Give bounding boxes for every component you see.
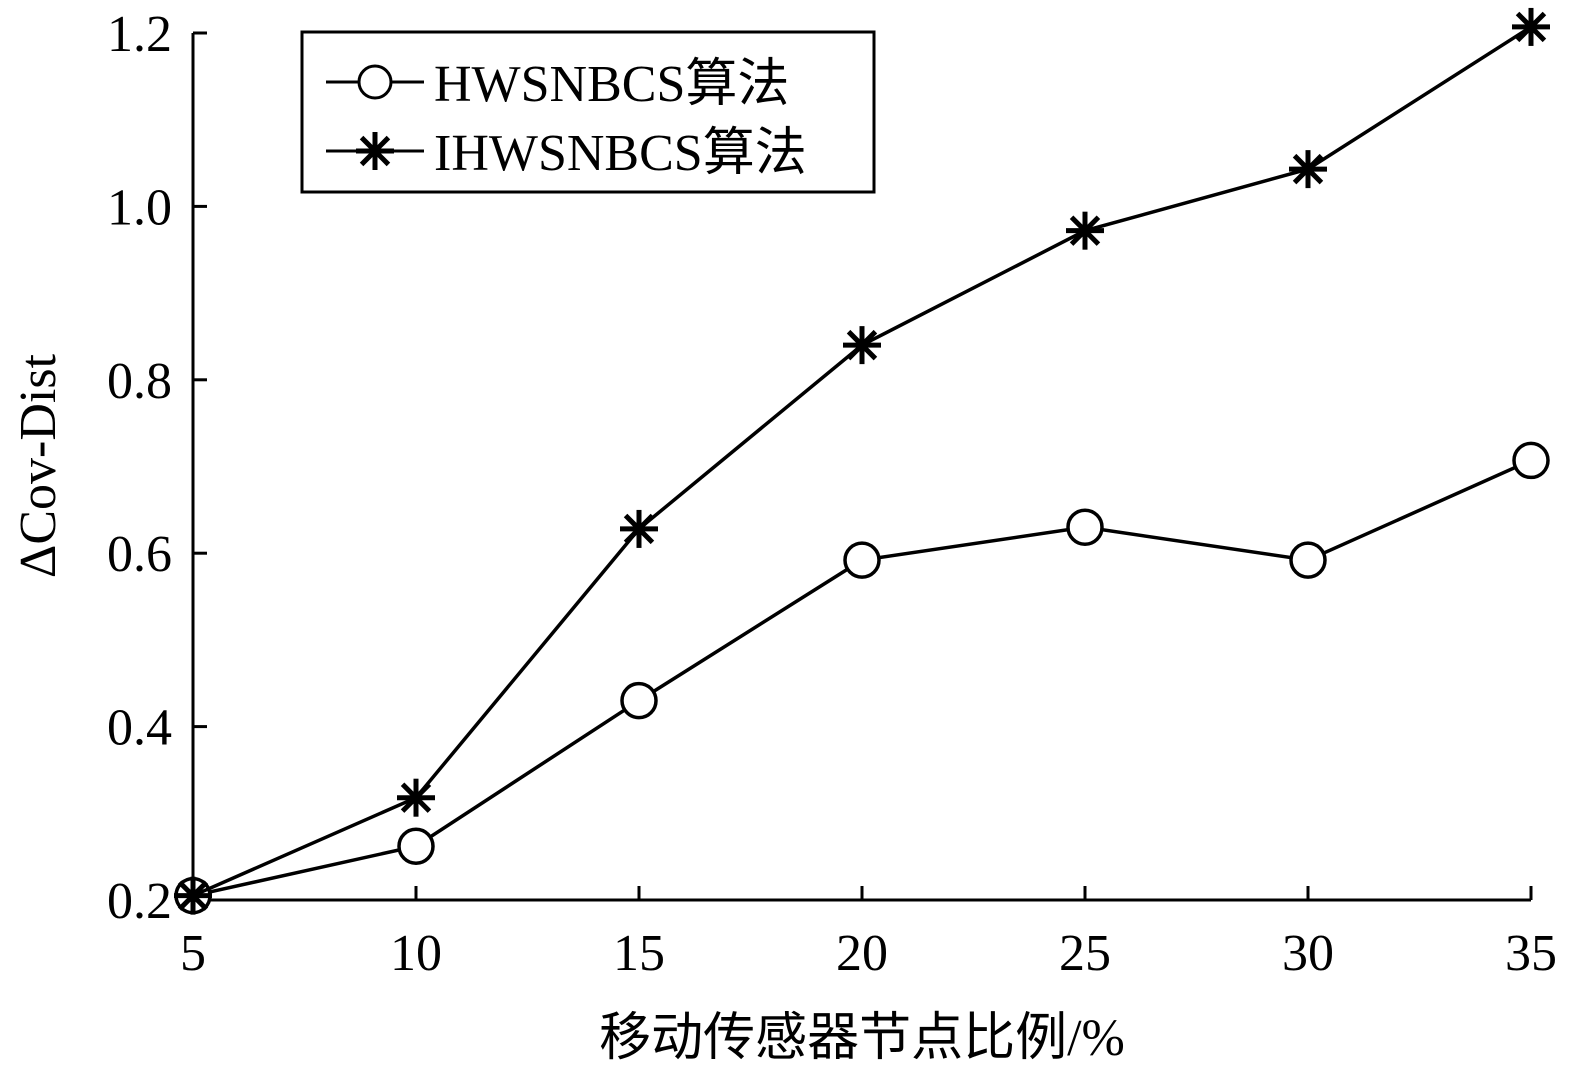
x-tick-label: 15 bbox=[613, 925, 665, 982]
data-point-circle bbox=[1512, 441, 1550, 480]
data-point-asterisk bbox=[620, 509, 658, 548]
x-tick-label: 20 bbox=[836, 925, 888, 982]
y-tick-label: 1.2 bbox=[107, 6, 172, 63]
legend-label: HWSNBCS算法 bbox=[434, 56, 789, 113]
data-point-asterisk bbox=[1512, 7, 1550, 46]
legend-label: IHWSNBCS算法 bbox=[434, 125, 807, 182]
y-tick-label: 0.2 bbox=[107, 873, 172, 930]
series-1 bbox=[174, 441, 1550, 915]
x-tick-label: 10 bbox=[390, 925, 442, 982]
axes: 0.2 0.4 0.6 0.8 1.0 1.2 5 10 15 20 25 30 35 bbox=[107, 6, 1557, 982]
data-point-circle bbox=[1289, 541, 1327, 579]
series-line bbox=[192, 458, 1532, 898]
y-tick-label: 0.8 bbox=[107, 353, 172, 410]
x-tick-label: 25 bbox=[1059, 925, 1111, 982]
data-point-circle bbox=[1066, 508, 1104, 546]
x-tick-label: 5 bbox=[180, 925, 206, 982]
legend-entry-ihwsnbcs: IHWSNBCS算法 bbox=[326, 125, 807, 182]
x-ticks: 5 10 15 20 25 30 35 bbox=[180, 886, 1557, 982]
x-tick-label: 35 bbox=[1505, 925, 1557, 982]
y-axis-label: ΔCov-Dist bbox=[10, 353, 67, 578]
data-point-asterisk bbox=[174, 876, 212, 915]
legend-box bbox=[300, 30, 876, 194]
data-point-asterisk bbox=[1066, 211, 1104, 250]
legend-asterisk-marker bbox=[356, 132, 394, 170]
y-tick-label: 0.4 bbox=[107, 700, 172, 757]
data-point-circle bbox=[843, 541, 881, 579]
series-2 bbox=[174, 7, 1550, 915]
data-point-asterisk bbox=[843, 326, 881, 365]
legend-circle-marker bbox=[357, 64, 393, 100]
data-point-asterisk bbox=[397, 778, 435, 817]
x-tick-label: 30 bbox=[1282, 925, 1334, 982]
data-point-circle bbox=[620, 681, 658, 720]
x-axis-label: 移动传感器节点比例/% bbox=[599, 1010, 1125, 1067]
legend-entry-hwsnbcs: HWSNBCS算法 bbox=[326, 56, 789, 113]
legend-asterisk-shape bbox=[356, 132, 394, 170]
y-ticks: 0.2 0.4 0.6 0.8 1.0 1.2 bbox=[107, 6, 207, 930]
data-point-asterisk bbox=[1289, 150, 1327, 189]
data-point-circle bbox=[397, 827, 435, 865]
y-tick-label: 1.0 bbox=[107, 179, 172, 236]
y-tick-label: 0.6 bbox=[107, 526, 172, 583]
legend: HWSNBCS算法 IHWSNBCS算法 bbox=[300, 30, 876, 194]
plot-area bbox=[174, 7, 1550, 915]
